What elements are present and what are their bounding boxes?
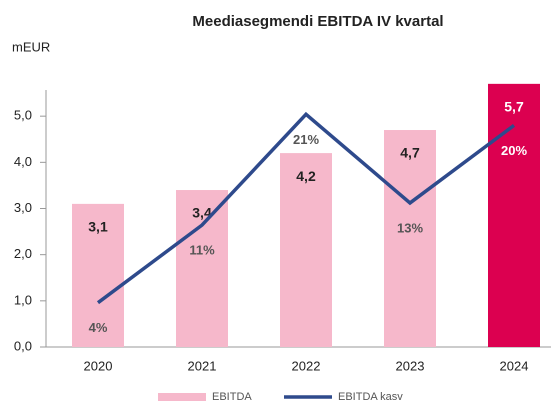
- y-axis-label: mEUR: [12, 39, 50, 54]
- bar: [384, 130, 436, 347]
- line-value-label: 21%: [293, 132, 319, 147]
- bar: [72, 203, 124, 347]
- x-tick-label: 2021: [188, 358, 217, 373]
- line-value-label: 11%: [189, 243, 215, 258]
- y-tick-label: 5,0: [14, 108, 32, 123]
- bar-value-label: 5,7: [504, 99, 524, 115]
- bar: [176, 190, 228, 347]
- y-tick-label: 2,0: [14, 246, 32, 261]
- bar: [488, 83, 540, 347]
- bar-value-label: 3,4: [192, 205, 212, 221]
- legend-label: EBITDA: [212, 391, 252, 403]
- legend-label: EBITDA kasv: [338, 391, 403, 403]
- bar: [280, 153, 332, 347]
- y-tick-label: 4,0: [14, 154, 32, 169]
- line-value-label: 13%: [397, 220, 423, 235]
- x-tick-label: 2023: [396, 358, 425, 373]
- x-tick-label: 2022: [292, 358, 321, 373]
- chart-title: Meediasegmendi EBITDA IV kvartal: [192, 13, 443, 30]
- legend-swatch: [158, 393, 206, 401]
- y-tick-label: 3,0: [14, 200, 32, 215]
- y-tick-label: 1,0: [14, 292, 32, 307]
- bar-value-label: 3,1: [88, 219, 108, 235]
- y-tick-label: 0,0: [14, 338, 32, 353]
- x-tick-label: 2020: [84, 358, 113, 373]
- line-value-label: 4%: [89, 320, 108, 335]
- x-tick-label: 2024: [500, 358, 529, 373]
- line-value-label: 20%: [501, 143, 527, 158]
- bar-value-label: 4,2: [296, 168, 316, 184]
- line: [96, 111, 516, 305]
- bar-value-label: 4,7: [400, 145, 420, 161]
